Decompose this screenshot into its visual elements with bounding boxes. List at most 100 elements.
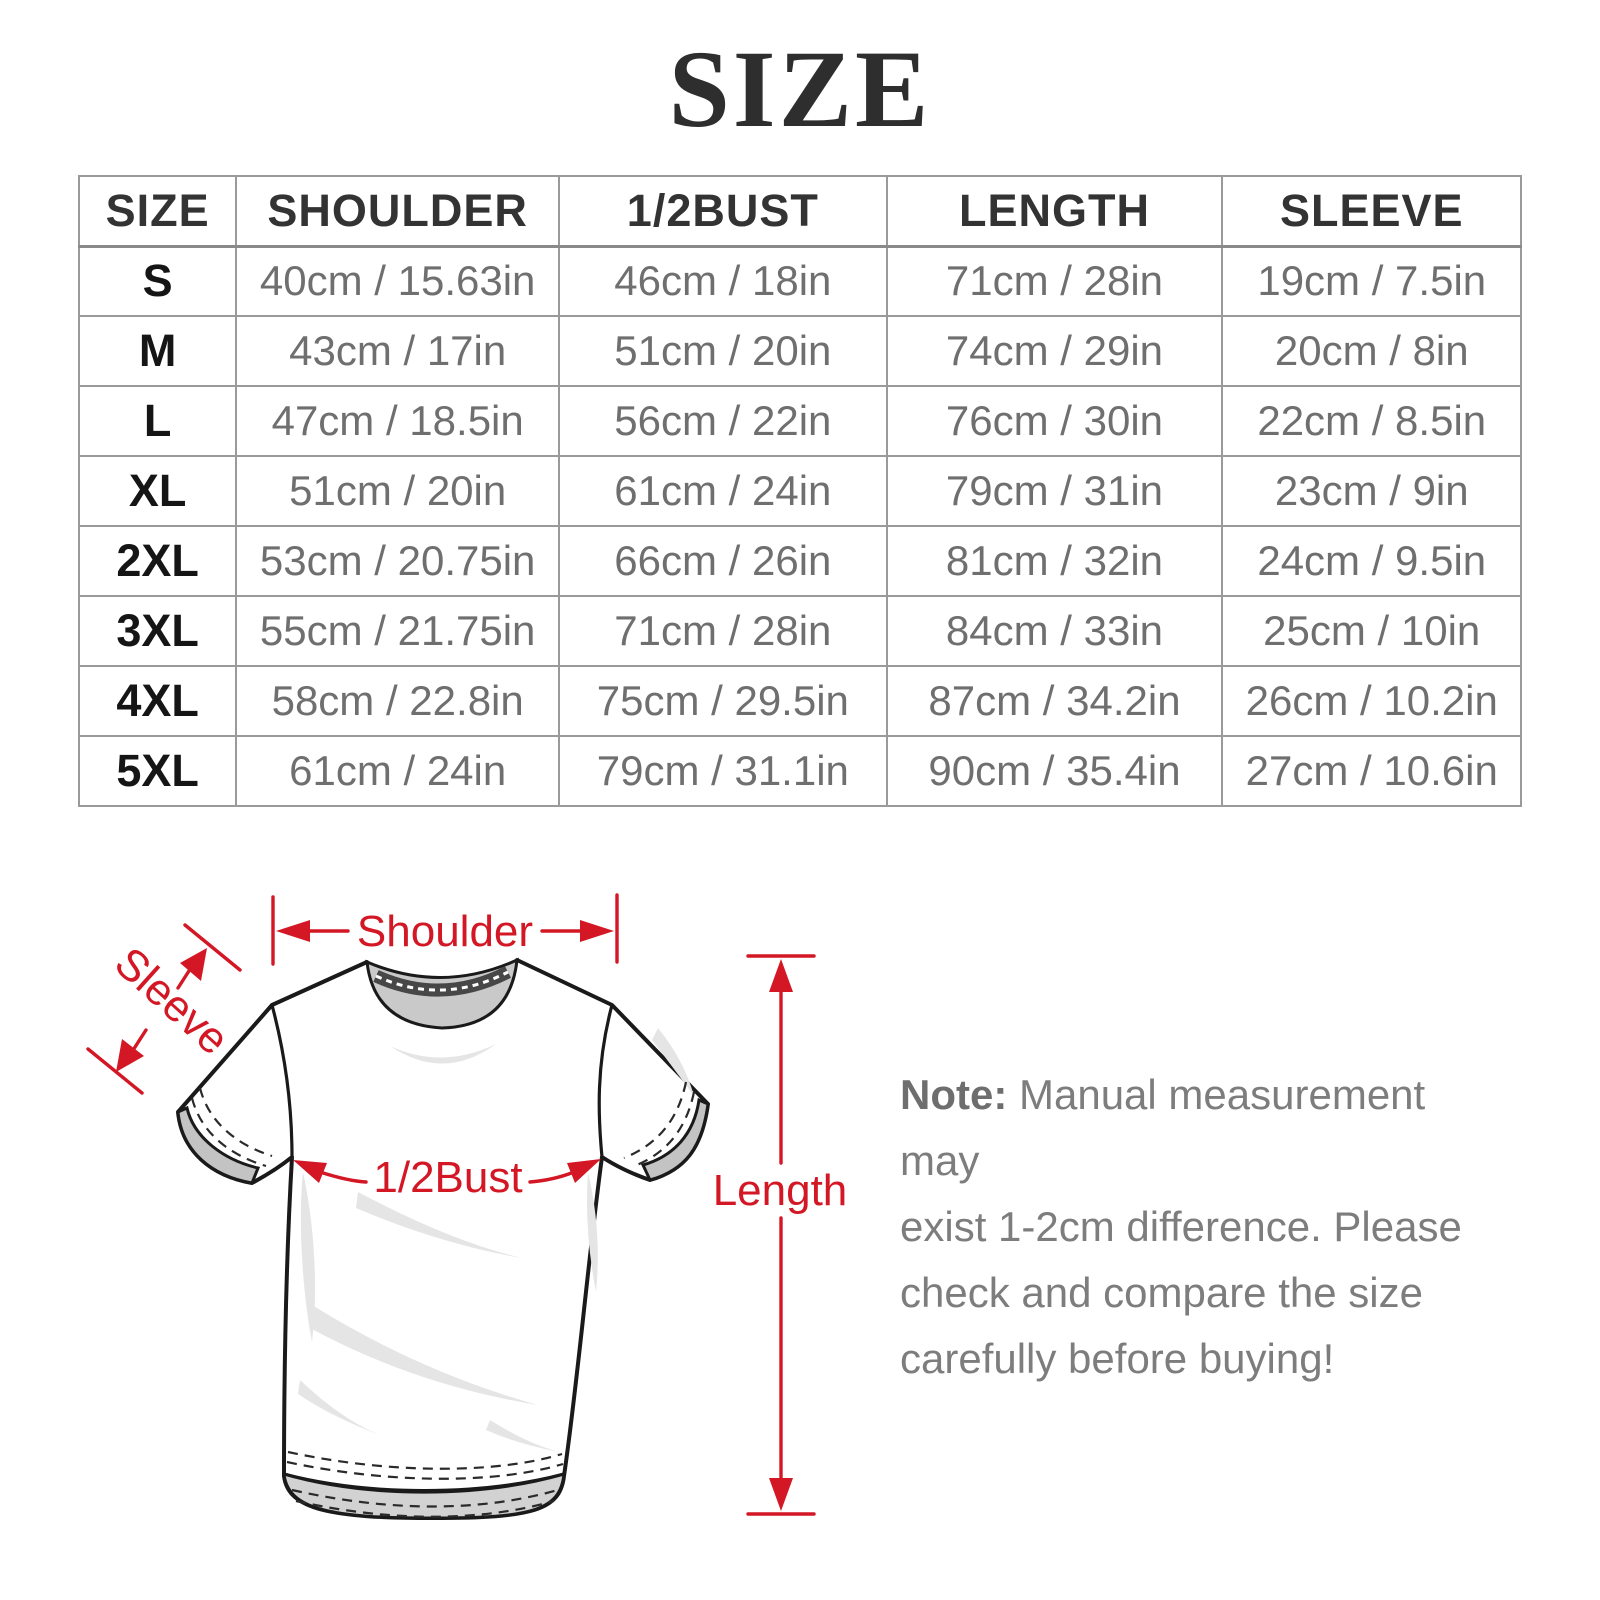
- right-cuff-stitch: [631, 1091, 696, 1169]
- cell-bust: 46cm / 18in: [558, 245, 888, 317]
- right-cuff-stitch: [623, 1081, 688, 1160]
- right-armhole-seam: [597, 1003, 614, 1159]
- table-row: 5XL 61cm / 24in 79cm / 31.1in 90cm / 35.…: [77, 735, 1522, 807]
- cell-sleeve: 25cm / 10in: [1221, 595, 1522, 667]
- left-armhole-seam: [270, 1003, 294, 1159]
- cell-length: 90cm / 35.4in: [885, 735, 1224, 807]
- note-line: carefully before buying!: [900, 1335, 1335, 1382]
- hem-band-stitch: [291, 1488, 559, 1508]
- cell-sleeve: 27cm / 10.6in: [1221, 735, 1522, 807]
- hem-stitch: [286, 1460, 564, 1480]
- size-label: M: [77, 315, 238, 387]
- cell-length: 79cm / 31in: [885, 455, 1224, 527]
- cell-sleeve: 26cm / 10.2in: [1221, 665, 1522, 737]
- size-diagram: Shoulder Sleeve 1/2Bust Length: [86, 893, 848, 1520]
- hem-band-stitch: [295, 1499, 555, 1518]
- cell-shoulder: 51cm / 20in: [235, 455, 561, 527]
- page-title: SIZE: [668, 28, 932, 150]
- sleeve-tick-top: [183, 923, 242, 972]
- wrinkle: [652, 1028, 694, 1096]
- arrow-left-icon: [276, 920, 310, 942]
- cell-sleeve: 20cm / 8in: [1221, 315, 1522, 387]
- arrow-down-icon: [769, 1478, 793, 1511]
- arrow-right-icon: [580, 920, 614, 942]
- cell-length: 81cm / 32in: [885, 525, 1224, 597]
- cell-sleeve: 24cm / 9.5in: [1221, 525, 1522, 597]
- cell-bust: 79cm / 31.1in: [558, 735, 888, 807]
- table-row: M 43cm / 17in 51cm / 20in 74cm / 29in 20…: [77, 315, 1522, 387]
- wrinkle: [300, 1172, 315, 1342]
- bust-label: 1/2Bust: [373, 1153, 522, 1202]
- cell-shoulder: 47cm / 18.5in: [235, 385, 561, 457]
- wrinkle: [486, 1420, 560, 1452]
- hem-top-edge: [282, 1472, 566, 1494]
- column-header-size: SIZE: [77, 175, 238, 248]
- size-label: 5XL: [77, 735, 238, 807]
- cell-length: 74cm / 29in: [885, 315, 1224, 387]
- sleeve-tick-bottom: [86, 1047, 144, 1095]
- wrinkle: [587, 1172, 598, 1292]
- size-chart-table: SIZE SHOULDER 1/2BUST LENGTH SLEEVE S 40…: [77, 175, 1522, 807]
- arrow-right-icon: [567, 1159, 601, 1183]
- cell-shoulder: 43cm / 17in: [235, 315, 561, 387]
- table-row: XL 51cm / 20in 61cm / 24in 79cm / 31in 2…: [77, 455, 1522, 527]
- table-row: 4XL 58cm / 22.8in 75cm / 29.5in 87cm / 3…: [77, 665, 1522, 737]
- cell-sleeve: 22cm / 8.5in: [1221, 385, 1522, 457]
- column-header-shoulder: SHOULDER: [235, 175, 561, 248]
- size-label: XL: [77, 455, 238, 527]
- cell-bust: 66cm / 26in: [558, 525, 888, 597]
- arrow-up-icon: [769, 959, 793, 992]
- cell-bust: 75cm / 29.5in: [558, 665, 888, 737]
- shoulder-dimension: Shoulder: [271, 893, 619, 966]
- note-line: Note: Manual measurement may: [900, 1071, 1426, 1184]
- arrow-left-icon: [293, 1160, 327, 1183]
- cell-shoulder: 61cm / 24in: [235, 735, 561, 807]
- arrow-down-left-icon: [116, 1039, 144, 1072]
- table-row: L 47cm / 18.5in 56cm / 22in 76cm / 30in …: [77, 385, 1522, 457]
- left-cuff: [176, 1105, 261, 1185]
- size-label: S: [77, 245, 238, 317]
- note-line: exist 1-2cm difference. Please: [900, 1203, 1462, 1250]
- cell-shoulder: 58cm / 22.8in: [235, 665, 561, 737]
- cell-length: 84cm / 33in: [885, 595, 1224, 667]
- column-header-bust: 1/2BUST: [558, 175, 888, 248]
- column-header-length: LENGTH: [885, 175, 1224, 248]
- cell-bust: 61cm / 24in: [558, 455, 888, 527]
- bust-dimension: 1/2Bust: [293, 1153, 601, 1202]
- size-label: 3XL: [77, 595, 238, 667]
- header-row: SIZE SHOULDER 1/2BUST LENGTH SLEEVE: [77, 175, 1522, 248]
- note-line: check and compare the size: [900, 1269, 1423, 1316]
- cell-length: 87cm / 34.2in: [885, 665, 1224, 737]
- right-cuff: [640, 1097, 710, 1182]
- cell-bust: 56cm / 22in: [558, 385, 888, 457]
- cell-sleeve: 23cm / 9in: [1221, 455, 1522, 527]
- cell-shoulder: 55cm / 21.75in: [235, 595, 561, 667]
- hem-stitch: [287, 1450, 563, 1470]
- collar-rib-stitch: [375, 970, 509, 992]
- cell-bust: 51cm / 20in: [558, 315, 888, 387]
- bust-line-right: [528, 1170, 576, 1184]
- shoulder-label: Shoulder: [357, 907, 533, 956]
- left-cuff-stitch: [190, 1097, 267, 1168]
- left-cuff-stitch: [198, 1087, 273, 1158]
- cell-length: 71cm / 28in: [885, 245, 1224, 317]
- size-label: L: [77, 385, 238, 457]
- cell-shoulder: 40cm / 15.63in: [235, 245, 561, 317]
- measurement-note: Note: Manual measurement may exist 1-2cm…: [900, 1062, 1500, 1392]
- bust-line-left: [318, 1170, 368, 1184]
- table-row: 2XL 53cm / 20.75in 66cm / 26in 81cm / 32…: [77, 525, 1522, 597]
- table-row: S 40cm / 15.63in 46cm / 18in 71cm / 28in…: [77, 245, 1522, 317]
- arrow-up-right-icon: [180, 948, 207, 981]
- size-label: 4XL: [77, 665, 238, 737]
- cell-sleeve: 19cm / 7.5in: [1221, 245, 1522, 317]
- note-label: Note:: [900, 1071, 1008, 1118]
- tshirt-illustration: [176, 957, 710, 1520]
- wrinkle: [390, 1044, 496, 1064]
- length-label: Length: [713, 1166, 848, 1215]
- table-row: 3XL 55cm / 21.75in 71cm / 28in 84cm / 33…: [77, 595, 1522, 667]
- length-dimension: Length: [713, 954, 848, 1516]
- cell-length: 76cm / 30in: [885, 385, 1224, 457]
- size-label: 2XL: [77, 525, 238, 597]
- cell-bust: 71cm / 28in: [558, 595, 888, 667]
- column-header-sleeve: SLEEVE: [1221, 175, 1522, 248]
